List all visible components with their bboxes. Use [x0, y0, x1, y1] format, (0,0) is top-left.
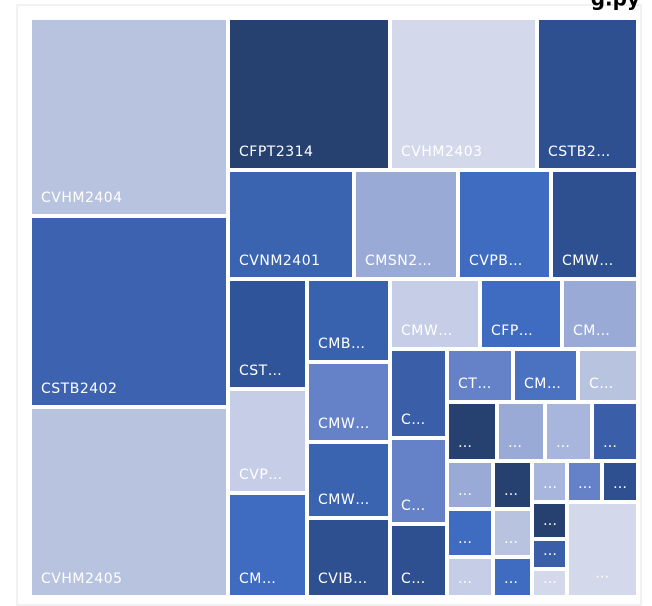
tile[interactable]: [356, 172, 456, 277]
tile-label: CMSN2…: [365, 253, 432, 269]
tile-label: CMW…: [318, 492, 370, 508]
tile[interactable]: [515, 351, 576, 400]
tile-label: …: [508, 435, 523, 451]
tile[interactable]: [564, 281, 636, 347]
tile-label: CMW…: [401, 323, 453, 339]
tile[interactable]: [309, 444, 388, 516]
tile-label: …: [458, 483, 473, 499]
tile-label: …: [504, 531, 519, 547]
tile[interactable]: [392, 351, 445, 436]
tile[interactable]: [230, 281, 305, 387]
tile-label: C…: [401, 498, 426, 514]
tile-label: CSTB2402: [41, 381, 117, 397]
tile[interactable]: [604, 463, 636, 500]
tile-label: …: [543, 513, 558, 529]
tile[interactable]: [594, 404, 636, 459]
tile-label: CMB…: [318, 336, 365, 352]
tile[interactable]: [32, 218, 226, 405]
tile-label: CVPB…: [469, 253, 523, 269]
tile-label: …: [543, 571, 558, 587]
tile[interactable]: [539, 20, 636, 168]
tile-label: …: [556, 435, 571, 451]
tile-label: CM…: [573, 323, 610, 339]
tile-label: …: [458, 571, 473, 587]
tile-label: C…: [589, 376, 614, 392]
tile-label: …: [613, 476, 628, 492]
tile[interactable]: [230, 391, 305, 491]
tile[interactable]: [580, 351, 636, 400]
tile[interactable]: [392, 440, 445, 522]
tile[interactable]: [499, 404, 543, 459]
tile-label: CVIB…: [318, 571, 368, 587]
tile-label: C…: [401, 412, 426, 428]
tile-label: …: [595, 566, 610, 582]
tile-label: CVHM2405: [41, 571, 123, 587]
tile-label: CM…: [239, 571, 276, 587]
tile-label: CST…: [239, 363, 282, 379]
tile[interactable]: [449, 463, 491, 507]
tile[interactable]: [449, 351, 511, 400]
tile-label: CSTB2…: [548, 144, 611, 160]
tile-label: …: [458, 435, 473, 451]
tile-label: CMW…: [318, 416, 370, 432]
tile[interactable]: [495, 559, 530, 595]
tile[interactable]: [230, 172, 352, 277]
tile-label: CVP…: [239, 467, 283, 483]
tile[interactable]: [449, 511, 491, 555]
tile-label: …: [543, 476, 558, 492]
tile-label: CT…: [458, 376, 492, 392]
tile[interactable]: [547, 404, 590, 459]
tile[interactable]: [230, 495, 305, 595]
tile[interactable]: [569, 463, 600, 500]
tile[interactable]: [534, 504, 565, 537]
tile[interactable]: [553, 172, 636, 277]
tile-label: …: [504, 483, 519, 499]
tile-label: …: [543, 543, 558, 559]
tile-label: CM…: [524, 376, 561, 392]
tile[interactable]: [495, 511, 530, 555]
title: g.py: [591, 0, 640, 11]
tile-label: CVHM2404: [41, 190, 123, 206]
tile[interactable]: [534, 463, 565, 500]
tile-label: …: [603, 435, 618, 451]
tile-label: CFP…: [491, 323, 533, 339]
tile[interactable]: [460, 172, 549, 277]
tile-label: CMW…: [562, 253, 614, 269]
tile[interactable]: [449, 559, 491, 595]
tile[interactable]: [392, 526, 445, 595]
tile[interactable]: [309, 281, 388, 360]
tile[interactable]: [32, 20, 226, 214]
tile[interactable]: [309, 364, 388, 440]
tile[interactable]: [569, 504, 636, 595]
tile-label: CVHM2403: [401, 144, 483, 160]
tile[interactable]: [309, 520, 388, 595]
tile-label: …: [578, 476, 593, 492]
tile[interactable]: [230, 20, 388, 168]
tile-label: …: [504, 571, 519, 587]
tile[interactable]: [392, 20, 535, 168]
tile[interactable]: [449, 404, 495, 459]
tile-label: CFPT2314: [239, 144, 313, 160]
tile[interactable]: [495, 463, 530, 507]
tile[interactable]: [534, 571, 565, 595]
tile-label: C…: [401, 571, 426, 587]
tile[interactable]: [392, 281, 478, 347]
tile-label: …: [458, 531, 473, 547]
tile-label: CVNM2401: [239, 253, 321, 269]
tile[interactable]: [534, 541, 565, 567]
tile[interactable]: [482, 281, 560, 347]
tile[interactable]: [32, 409, 226, 595]
